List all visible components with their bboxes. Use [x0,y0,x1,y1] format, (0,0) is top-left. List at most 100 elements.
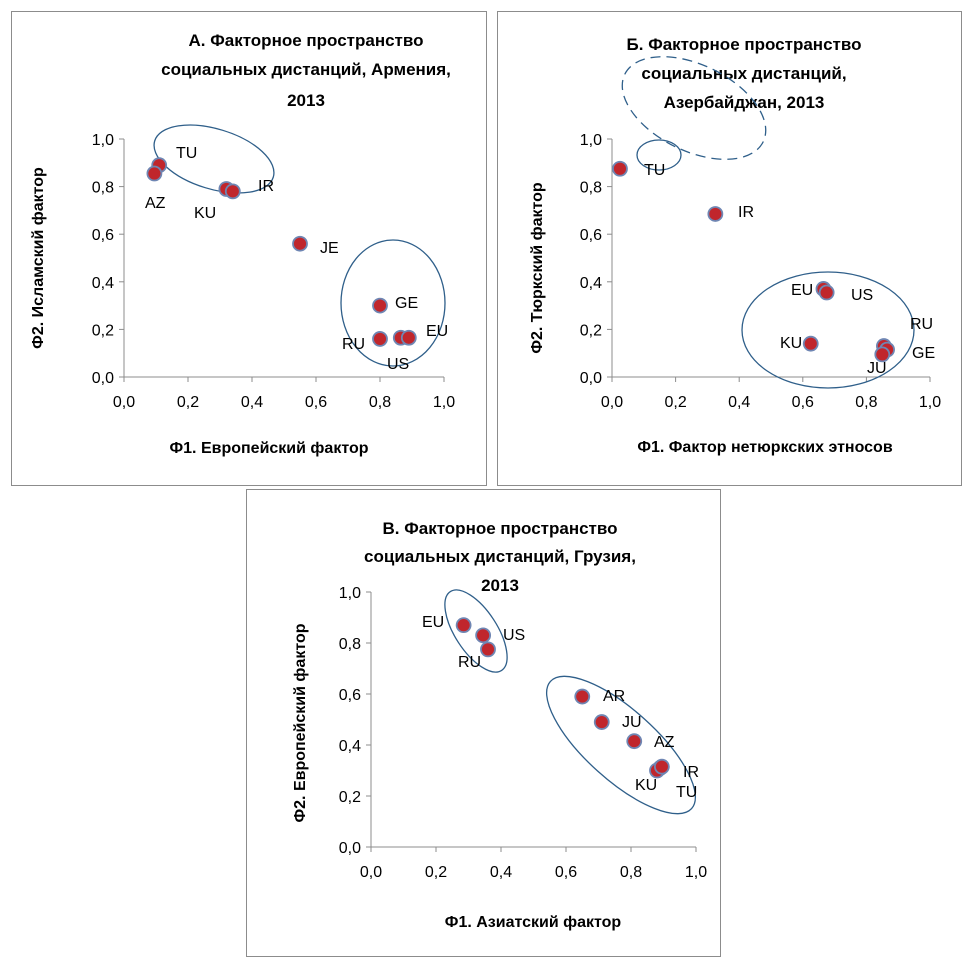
data-point-label: TU [644,162,665,179]
cluster-ellipse [444,589,508,673]
data-point-marker [707,206,724,222]
data-point-label: AR [603,688,625,705]
chart-title-line: А. Факторное пространство [189,31,424,50]
y-tick-label: 0,6 [580,227,602,244]
data-point-label: JU [622,714,642,731]
x-tick-label: 0,0 [601,394,623,411]
data-point-label: RU [458,654,481,671]
x-tick-label: 0,2 [177,394,199,411]
chart-panel-armenia: А. Факторное пространство социальных дист… [11,11,487,486]
data-point-label: JU [867,360,887,377]
y-tick-label: 0,6 [339,687,361,704]
cluster-ellipse [741,271,915,389]
data-point-label: KU [635,777,657,794]
y-tick-label: 0,4 [339,738,361,755]
data-point-label: EU [422,614,444,631]
data-point-label: IR [738,204,754,221]
x-tick-label: 1,0 [685,864,707,881]
x-tick-label: 0,8 [855,394,877,411]
data-point-label: IR [683,764,699,781]
y-tick-label: 0,0 [339,840,361,857]
data-point-label: GE [395,295,418,312]
data-point-label: AZ [654,734,675,751]
chart-panel-georgia: В. Факторное пространство социальных дист… [246,489,721,957]
x-tick-label: 1,0 [433,394,455,411]
x-tick-label: 0,6 [305,394,327,411]
data-point-label: US [503,627,525,644]
x-tick-label: 0,0 [360,864,382,881]
scatter-plot-azerbaijan: Б. Факторное пространство социальных дист… [529,35,941,456]
data-point-label: IR [258,178,274,195]
data-point-label: EU [426,323,448,340]
x-tick-label: 0,4 [241,394,263,411]
x-tick-label: 0,2 [425,864,447,881]
y-tick-label: 0,8 [92,180,114,197]
data-point-label: RU [342,336,365,353]
x-tick-label: 0,6 [555,864,577,881]
data-point-marker [475,627,492,644]
data-point-marker [626,733,643,750]
y-tick-label: 1,0 [339,585,361,602]
data-point-label: US [851,287,873,304]
x-tick-label: 0,8 [620,864,642,881]
y-tick-label: 0,4 [580,275,602,292]
chart-title-line: 2013 [287,91,325,110]
data-point-marker [455,617,472,634]
data-point-marker [818,284,835,301]
y-tick-label: 0,4 [92,275,114,292]
data-point-label: AZ [145,195,166,212]
x-axis-label: Ф1. Фактор нетюркских этносов [637,439,892,456]
chart-title-line: Азербайджан, 2013 [664,93,825,112]
data-point-label: JE [320,240,339,257]
y-tick-label: 0,2 [92,322,114,339]
scatter-plot-armenia: А. Факторное пространство социальных дист… [30,31,455,457]
cluster-ellipse [153,124,275,194]
chart-panel-azerbaijan: Б. Факторное пространство социальных дист… [497,11,962,486]
data-point-label: KU [194,205,216,222]
cluster-ellipse [545,675,697,815]
y-tick-label: 1,0 [580,132,602,149]
data-point-marker [612,160,628,177]
x-tick-label: 0,2 [664,394,686,411]
data-point-marker [653,758,670,775]
chart-title-line: В. Факторное пространство [383,519,618,538]
cluster-ellipse [636,139,682,171]
y-axis-label: Ф2. Европейский фактор [292,623,309,822]
x-tick-label: 0,4 [490,864,512,881]
chart-title-line: социальных дистанций, Грузия, [364,547,636,566]
y-tick-label: 0,8 [339,636,361,653]
data-point-marker [400,329,417,346]
data-point-marker [146,165,163,182]
data-point-marker [593,714,610,730]
data-point-marker [372,331,388,347]
data-point-marker [874,346,891,363]
y-axis-label: Ф2. Исламский фактор [30,167,47,349]
y-tick-label: 0,0 [580,370,602,387]
data-point-label: TU [176,145,197,162]
data-point-marker [574,688,591,705]
chart-title-line: Б. Факторное пространство [627,35,862,54]
chart-title-line: социальных дистанций, Армения, [161,60,451,79]
y-tick-label: 0,6 [92,227,114,244]
chart-title-line: социальных дистанций, [641,64,846,83]
x-axis-label: Ф1. Европейский фактор [170,440,369,457]
chart-title-line: 2013 [481,576,519,595]
x-tick-label: 0,8 [369,394,391,411]
data-point-marker [372,297,388,314]
data-point-label: US [387,356,409,373]
x-tick-label: 1,0 [919,394,941,411]
scatter-plot-georgia: В. Факторное пространство социальных дист… [292,519,707,931]
data-point-label: GE [912,345,935,362]
data-point-marker [480,641,496,658]
data-point-label: RU [910,316,933,333]
x-axis-label: Ф1. Азиатский фактор [445,914,622,931]
data-point-marker [224,183,241,200]
y-tick-label: 0,8 [580,180,602,197]
data-point-marker [292,235,308,252]
data-point-label: TU [676,784,697,801]
y-tick-label: 0,0 [92,370,114,387]
x-tick-label: 0,4 [728,394,750,411]
x-tick-label: 0,0 [113,394,135,411]
y-tick-label: 0,2 [339,789,361,806]
y-tick-label: 0,2 [580,322,602,339]
